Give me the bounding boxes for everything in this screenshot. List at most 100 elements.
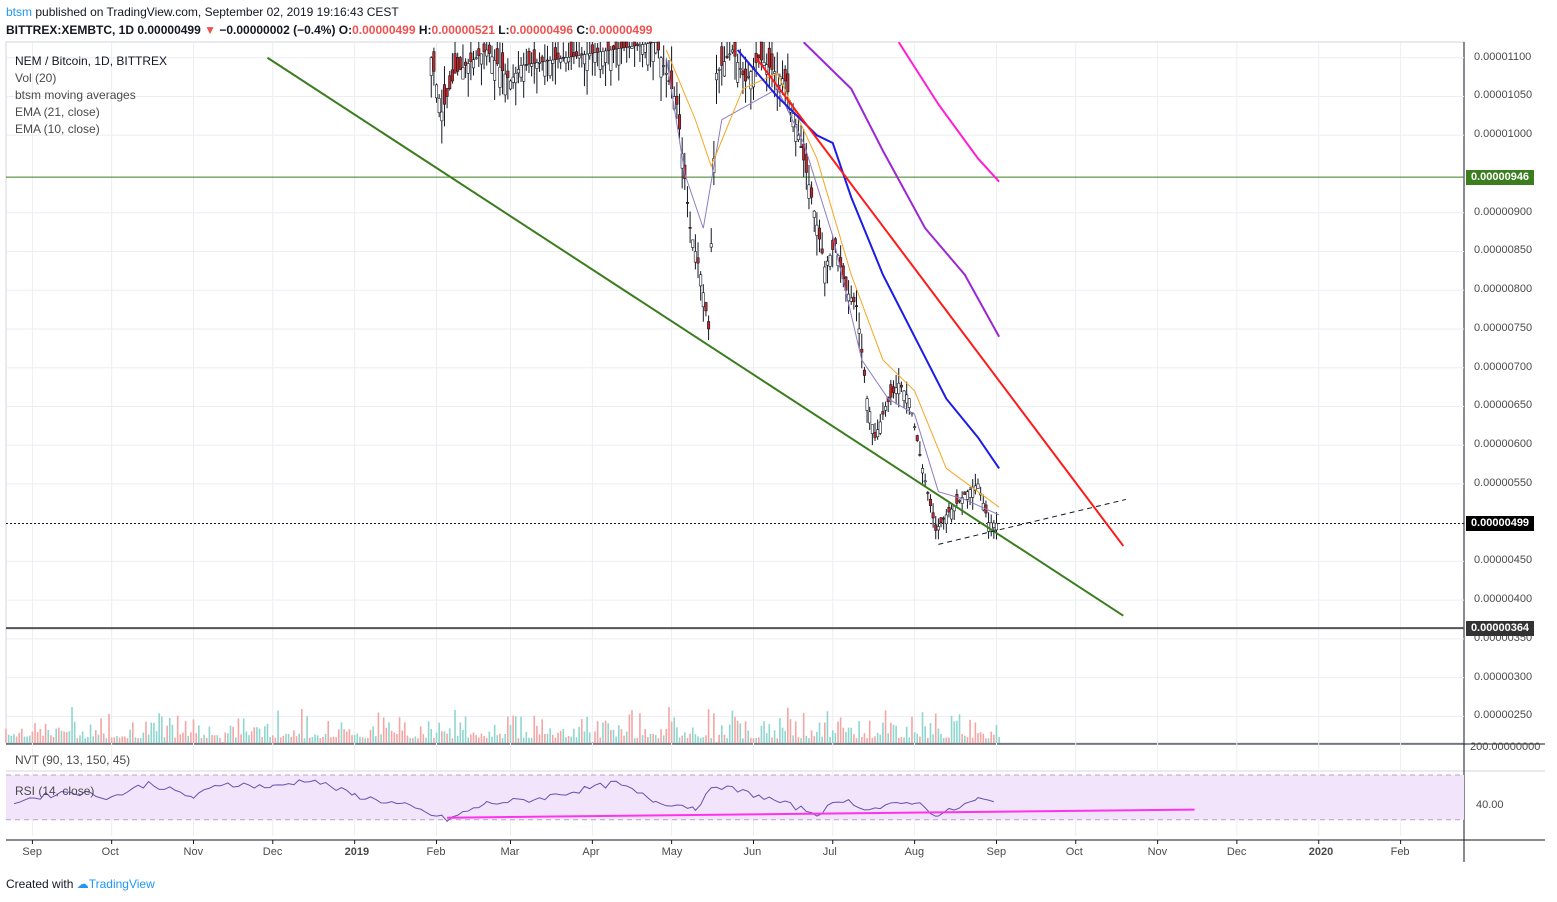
legend-volume[interactable]: Vol (20) xyxy=(15,71,57,85)
volume-bar xyxy=(890,722,892,743)
volume-bar xyxy=(507,716,509,743)
moving-average-line xyxy=(897,42,1000,183)
legend-moving-averages[interactable]: btsm moving averages xyxy=(15,88,136,102)
x-tick-label: Mar xyxy=(500,846,520,858)
price-level-badge: 0.00000946 xyxy=(1466,170,1534,186)
candle-body xyxy=(567,56,571,63)
rsi-band xyxy=(6,775,1464,820)
volume-bar xyxy=(13,734,15,743)
volume-bar xyxy=(367,738,369,743)
volume-bar xyxy=(781,727,784,743)
volume-bar xyxy=(845,732,847,743)
volume-bar xyxy=(491,736,493,743)
candle-body xyxy=(577,55,581,59)
low-label: L: xyxy=(498,23,510,37)
author-link[interactable]: btsm xyxy=(6,5,33,19)
change-down-icon: ▼ xyxy=(204,23,216,37)
footer-brand[interactable]: TradingView xyxy=(88,877,155,891)
candle-body xyxy=(958,500,962,502)
volume-bar xyxy=(750,737,752,743)
volume-bar xyxy=(213,735,216,743)
volume-bar xyxy=(829,737,831,743)
volume-bar xyxy=(293,730,295,743)
candle-body xyxy=(942,517,946,520)
candle-body xyxy=(675,95,679,105)
volume-bar xyxy=(963,735,966,743)
volume-bar xyxy=(174,737,176,743)
volume-bar xyxy=(92,736,94,743)
volume-bar xyxy=(414,736,417,743)
candle-body xyxy=(532,49,536,64)
volume-bar xyxy=(155,731,158,743)
volume-bar xyxy=(105,738,108,743)
candle-body xyxy=(503,73,507,96)
volume-bar xyxy=(860,736,863,743)
volume-bar xyxy=(248,735,250,743)
candle-body xyxy=(818,227,822,240)
volume-bar xyxy=(303,738,306,743)
candle-body xyxy=(580,53,584,56)
y-tick-label: 0.00000250 xyxy=(1474,709,1533,722)
legend-title[interactable]: NEM / Bitcoin, 1D, BITTREX xyxy=(15,54,168,68)
volume-bar xyxy=(977,733,979,743)
volume-bar xyxy=(433,737,435,743)
volume-bar xyxy=(301,709,303,743)
volume-bar xyxy=(171,724,174,743)
volume-bar xyxy=(765,733,768,743)
volume-bar xyxy=(826,711,829,743)
volume-bar xyxy=(258,728,261,743)
legend-ema21[interactable]: EMA (21, close) xyxy=(15,105,100,119)
volume-bar xyxy=(760,725,763,743)
nvt-label[interactable]: NVT (90, 13, 150, 45) xyxy=(15,753,131,767)
candle-body xyxy=(678,114,682,130)
volume-bar xyxy=(591,742,594,743)
volume-bar xyxy=(647,737,649,743)
volume-bar xyxy=(787,707,789,743)
volume-bar xyxy=(948,737,950,743)
tradingview-logo-icon[interactable]: ☁ xyxy=(76,877,89,891)
volume-bar xyxy=(995,724,998,743)
candle-body xyxy=(722,61,726,77)
volume-bar xyxy=(530,737,533,743)
volume-bar xyxy=(348,729,351,743)
volume-bar xyxy=(446,733,448,743)
candle-body xyxy=(831,239,835,250)
volume-bar xyxy=(234,737,237,743)
volume-bar xyxy=(50,735,52,743)
volume-bar xyxy=(488,731,491,743)
candle-body xyxy=(907,398,911,408)
legend-ema10[interactable]: EMA (10, close) xyxy=(15,122,100,136)
volume-bar xyxy=(73,721,76,743)
volume-bar xyxy=(847,727,850,743)
volume-bar xyxy=(438,722,440,743)
volume-bar xyxy=(187,735,190,743)
volume-bar xyxy=(779,718,781,743)
candle-body xyxy=(572,52,576,57)
volume-bar xyxy=(625,731,628,743)
candle-body xyxy=(804,154,808,173)
volume-bar xyxy=(757,737,760,743)
volume-bar xyxy=(393,732,396,743)
volume-bar xyxy=(417,738,419,743)
volume-bar xyxy=(602,722,604,743)
x-tick-label: 2019 xyxy=(344,846,370,858)
volume-bar xyxy=(612,729,615,743)
volume-bar xyxy=(839,717,842,743)
volume-bar xyxy=(131,722,134,743)
volume-bar xyxy=(911,716,913,743)
volume-bar xyxy=(987,738,990,743)
candle-body xyxy=(630,46,634,49)
candle-body xyxy=(981,503,985,511)
volume-bar xyxy=(377,712,380,743)
volume-bar xyxy=(44,723,47,743)
y-tick-label: 0.00000800 xyxy=(1474,283,1533,296)
candle-body xyxy=(868,411,872,424)
rsi-label[interactable]: RSI (14, close) xyxy=(15,784,95,798)
volume-bar xyxy=(60,730,63,743)
volume-bar xyxy=(710,738,713,743)
volume-bar xyxy=(528,737,530,743)
volume-bar xyxy=(118,737,121,743)
x-tick-label: Oct xyxy=(1065,846,1083,858)
volume-bar xyxy=(316,735,319,743)
